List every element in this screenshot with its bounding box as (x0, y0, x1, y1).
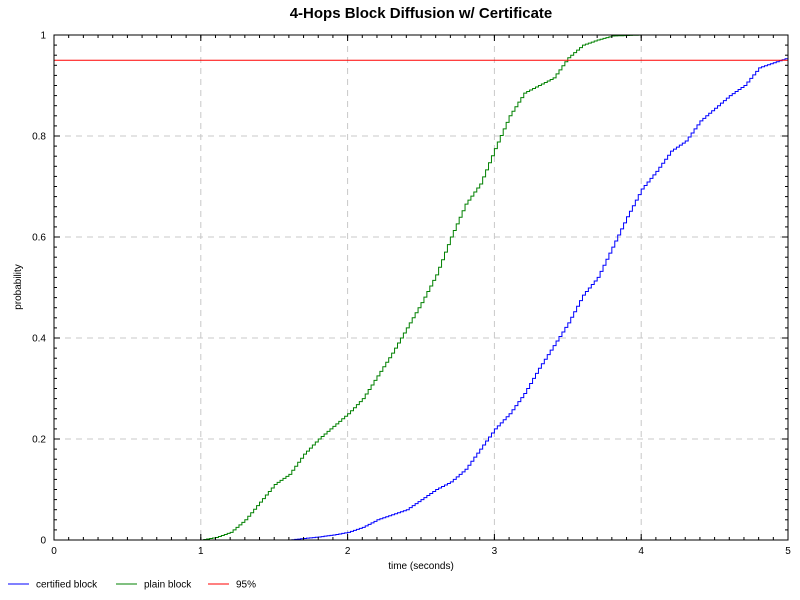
x-tick-label: 0 (51, 546, 57, 557)
grid (54, 35, 788, 540)
axis-ticks: 0 1 2 3 4 5 0 0.2 0.4 0.6 0.8 1 (32, 31, 791, 558)
x-axis-label: time (seconds) (388, 561, 454, 572)
series-line-0 (54, 57, 789, 541)
y-tick-label: 0.4 (32, 334, 46, 345)
series-lines (54, 34, 789, 541)
x-tick-label: 2 (345, 546, 351, 557)
legend-label: certified block (36, 580, 98, 591)
y-axis-label: probability (13, 264, 24, 310)
legend-label: 95% (236, 580, 256, 591)
legend-label: plain block (144, 580, 192, 591)
plot-frame (53, 34, 789, 541)
x-tick-label: 4 (638, 546, 644, 557)
series-line-1 (54, 34, 788, 541)
chart-title: 4-Hops Block Diffusion w/ Certificate (290, 5, 553, 22)
legend: certified block plain block 95% (8, 580, 256, 591)
y-tick-label: 0 (40, 536, 46, 547)
y-tick-label: 0.2 (32, 435, 46, 446)
y-tick-label: 0.6 (32, 233, 46, 244)
x-tick-label: 1 (198, 546, 204, 557)
x-tick-label: 5 (785, 546, 791, 557)
x-tick-label: 3 (492, 546, 498, 557)
y-tick-label: 1 (40, 31, 46, 42)
y-tick-label: 0.8 (32, 132, 46, 143)
